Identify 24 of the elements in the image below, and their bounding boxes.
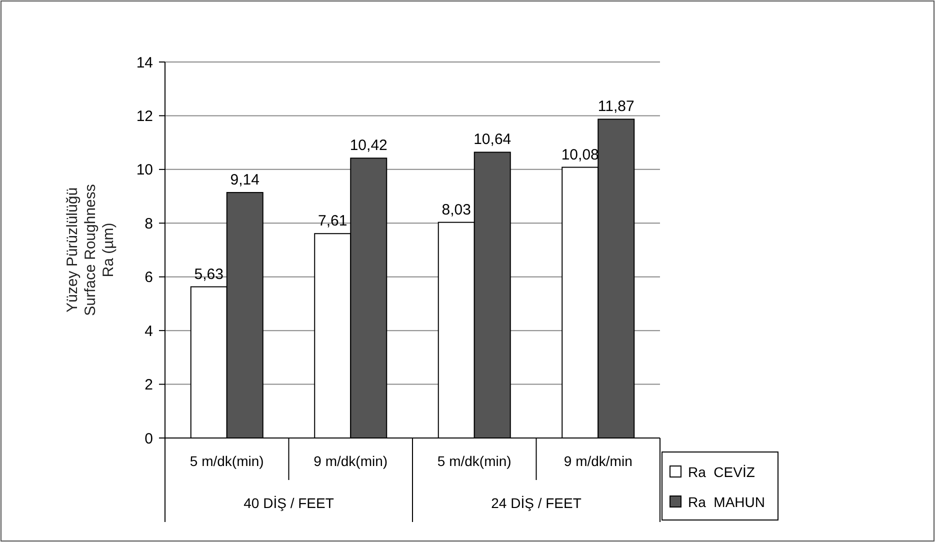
x-tick-label: 5 m/dk(min) [437,453,512,469]
legend-label: Ra CEVİZ [688,464,756,480]
data-label: 10,42 [350,137,388,154]
y-tick-label: 0 [144,430,153,448]
text: 24 DİŞ / FEET [491,495,582,511]
y-tick-label: 12 [136,108,153,125]
data-label: 9,14 [230,172,260,189]
y-tick-label: 10 [136,162,153,179]
legend-label: Ra MAHUN [688,494,766,510]
data-label: 11,87 [598,98,634,116]
y-tick-label: 14 [136,54,153,72]
data-label: 10,64 [474,131,512,148]
data-label: 7,61 [318,212,348,230]
y-tick-label: 8 [144,215,153,232]
y-tick-label: 2 [144,376,153,394]
x-tick-label: 5 m/dk(min) [190,453,264,469]
data-label: 5,63 [194,266,224,283]
x-tick-label: 9 m/dk(min) [314,453,388,469]
text: 40 DİŞ / FEET [244,495,334,511]
y-tick-label: 4 [144,322,153,340]
data-label: 8,03 [442,201,471,218]
x-tick-label: 9 m/dk/min [564,453,632,469]
y-tick-label: 6 [144,269,153,286]
y-axis-title: Yüzey Pürüzlülüğü Surface Roughness Ra (µm) [64,184,117,316]
